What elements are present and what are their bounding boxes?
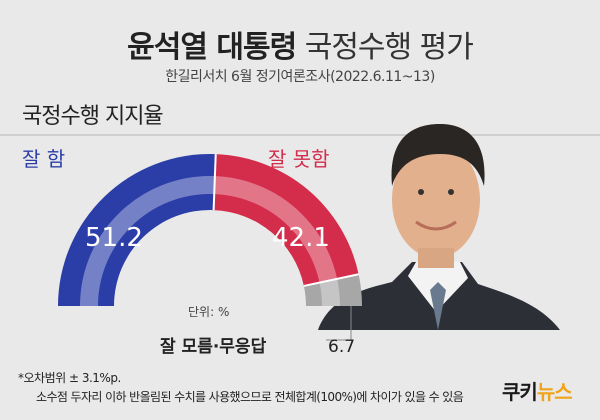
inner-ring bbox=[80, 176, 340, 307]
unknown-arc bbox=[303, 274, 362, 306]
bad-arc bbox=[213, 154, 359, 286]
chart-title: 윤석열 대통령 국정수행 평가 bbox=[0, 22, 600, 66]
good-value: 51.2 bbox=[85, 223, 143, 253]
bad-value: 42.1 bbox=[272, 223, 330, 253]
unit-label: 단위: % bbox=[188, 305, 229, 319]
section-divider bbox=[0, 134, 600, 136]
footnote-margin: *오차범위 ± 3.1%p. bbox=[18, 371, 121, 385]
bad-label: 잘 못함 bbox=[268, 147, 330, 171]
good-arc bbox=[58, 153, 216, 306]
unknown-value: 6.7 bbox=[328, 337, 355, 357]
section-title: 국정수행 지지율 bbox=[22, 104, 164, 129]
brand-prefix: 쿠키 bbox=[502, 380, 538, 404]
slice-divider bbox=[303, 273, 359, 287]
brand-accent: 뉴스 bbox=[536, 380, 573, 404]
person-portrait-icon bbox=[318, 124, 560, 330]
good-label: 잘 함 bbox=[22, 147, 65, 171]
footnote-rounding: 소수점 두자리 이하 반올림된 수치를 사용했으므로 전체합계(100%)에 차… bbox=[36, 390, 464, 404]
slice-divider bbox=[212, 154, 217, 211]
semicircle-donut bbox=[58, 153, 362, 307]
unknown-label: 잘 모름·무응답 bbox=[160, 336, 267, 357]
brand-logo: 쿠키뉴스 bbox=[502, 376, 573, 405]
unknown-leader-line bbox=[326, 306, 352, 341]
title-bold: 윤석열 대통령 bbox=[127, 30, 297, 65]
chart-subtitle: 한길리서치 6월 정기여론조사(2022.6.11~13) bbox=[165, 69, 435, 85]
title-rest: 국정수행 평가 bbox=[304, 30, 474, 65]
